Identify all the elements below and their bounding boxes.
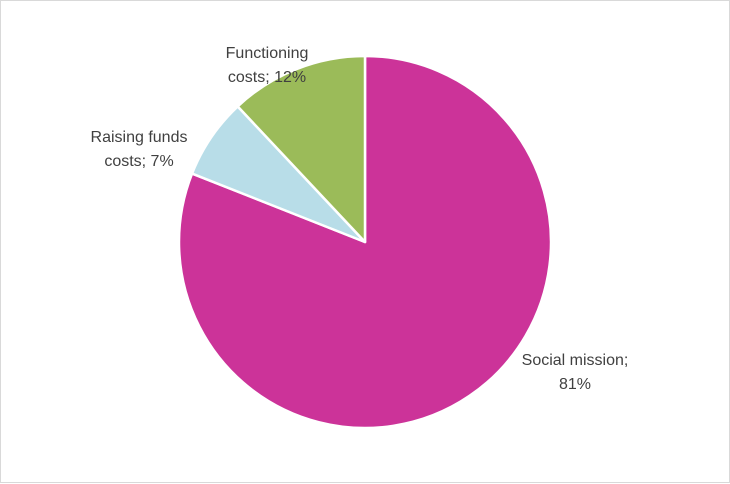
slice-label-raising-funds: Raising funds <box>91 129 188 146</box>
slice-label-functioning: Functioning <box>226 45 309 62</box>
slice-label-functioning-value: costs; 12% <box>228 69 306 86</box>
slice-label-raising-funds-value: costs; 7% <box>104 153 173 170</box>
pie-slice-functioning-costs <box>236 54 367 244</box>
slice-labels: Social mission; 81% Raising funds costs;… <box>91 45 629 393</box>
pie-slices <box>177 54 553 430</box>
slice-label-social-mission: Social mission; <box>522 352 629 369</box>
slice-label-social-mission-value: 81% <box>559 376 591 393</box>
